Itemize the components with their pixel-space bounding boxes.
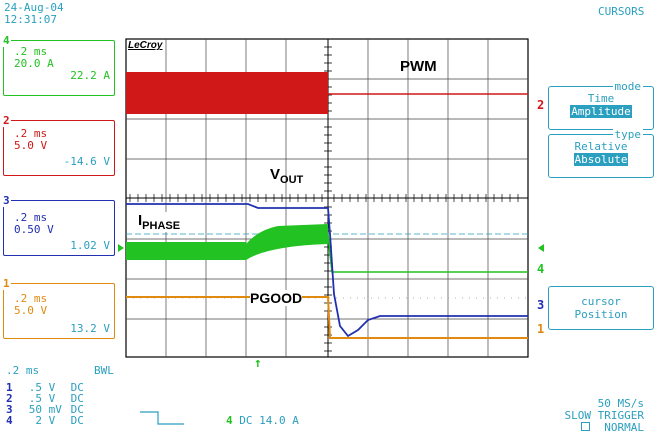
bottom-timebase: .2 ms [6,364,40,377]
date-time: 24-Aug-04 12:31:07 [4,2,64,26]
type-menu-title: type [612,128,643,141]
channel-4-box[interactable]: 4 .2 ms 20.0 A 22.2 A [2,34,115,96]
pgood-trace [126,296,528,339]
channel-2-reading: -14.6 V [63,155,110,168]
trigger-info: 4 DC 14.0 A [226,414,299,427]
trigger-slope-icon [140,411,184,425]
pwm-label: PWM [400,58,437,75]
channel-3-timebase: .2 ms [14,211,48,224]
pgood-label: PGOOD [250,290,303,306]
trace-marker-2: 2 [537,98,545,112]
channel-1-box[interactable]: 1 .2 ms 5.0 V 13.2 V [2,277,115,339]
channel-4-reading: 22.2 A [70,69,110,82]
trace-marker-1: 1 [537,322,545,336]
channel-setting-row: 3 50 mV DC [6,403,84,416]
channel-4-number: 4 [2,34,11,47]
vout-trace [126,203,528,338]
trigger-level: DC 14.0 A [239,414,299,427]
cursor-position-button[interactable]: cursor Position [548,286,654,330]
cursors-title: CURSORS [598,5,645,18]
channel-1-timebase: .2 ms [14,292,48,305]
vout-label-main: V [270,166,281,183]
waveform-display [125,38,529,358]
channel-3-number: 3 [2,194,11,207]
bwl-label: BWL [94,364,114,377]
channel-1-reading: 13.2 V [70,322,110,335]
channel-2-vdiv: 5.0 V [14,139,48,152]
channel-setting-row: 1.5 V DC [6,381,84,394]
channel-4-timebase: .2 ms [14,45,48,58]
lecroy-logo: LeCroy [128,40,163,51]
type-option-absolute[interactable]: Absolute [573,153,629,166]
channel-1-vdiv: 5.0 V [14,304,48,317]
trigger-source: 4 [226,414,233,427]
channel-1-number: 1 [2,277,11,290]
trigger-level-marker [538,244,544,252]
cursor-position-line2: Position [574,308,628,321]
scope-screen[interactable]: LeCroy PWM VOUT IPHASE PGOOD [118,34,540,364]
sample-rate: 50 MS/s [597,397,644,410]
trigger-mode: SLOW TRIGGER [564,409,644,422]
date-label: 24-Aug-04 [4,1,64,14]
acquisition-status: 50 MS/s SLOW TRIGGER NORMAL [565,398,644,434]
cursor-position-line1: cursor [581,295,621,308]
mode-option-time[interactable]: Time [587,92,615,105]
channel-3-reading: 1.02 V [70,239,110,252]
mode-menu[interactable]: mode Time Amplitude [548,80,654,130]
trace-marker-4: 4 [537,262,545,276]
channel-3-box[interactable]: 3 .2 ms 0.50 V 1.02 V [2,194,115,256]
vout-label-sub: OUT [280,174,304,186]
trigger-position-arrow-icon: ↑ [254,356,262,371]
trigger-state: NORMAL [604,421,644,434]
ground-marker-ch4 [118,244,124,252]
channel-2-timebase: .2 ms [14,127,48,140]
iphase-label-sub: PHASE [142,220,181,232]
pwm-trace [126,72,528,114]
trigger-state-checkbox[interactable] [581,422,591,431]
mode-option-amplitude[interactable]: Amplitude [570,105,632,118]
vout-label: VOUT [270,166,303,186]
channel-3-vdiv: 0.50 V [14,223,54,236]
channel-setting-row: 2.5 V DC [6,392,84,405]
type-menu[interactable]: type Relative Absolute [548,128,654,178]
channel-2-number: 2 [2,114,11,127]
iphase-label-main: I [138,212,143,229]
trace-marker-3: 3 [537,298,545,312]
channel-4-vdiv: 20.0 A [14,57,54,70]
iphase-label: IPHASE [138,212,181,232]
time-label: 12:31:07 [4,13,57,26]
channel-2-box[interactable]: 2 .2 ms 5.0 V -14.6 V [2,114,115,176]
iphase-trace [126,224,528,273]
type-option-relative[interactable]: Relative [574,140,628,153]
mode-menu-title: mode [612,80,643,93]
